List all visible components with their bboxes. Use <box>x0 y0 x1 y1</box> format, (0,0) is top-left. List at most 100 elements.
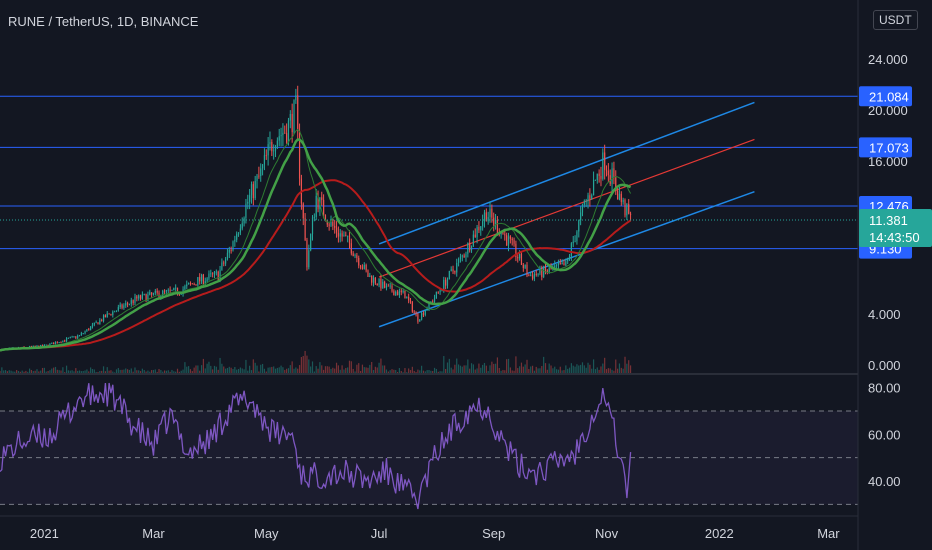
candle-body <box>372 277 375 283</box>
time-axis[interactable]: 2021 Mar May Jul Sep Nov 2022 Mar <box>30 526 840 541</box>
volume-bar <box>339 369 341 373</box>
volume-bar <box>459 365 462 373</box>
candle-body <box>75 336 77 338</box>
currency-button[interactable]: USDT <box>873 10 918 30</box>
volume-bar <box>88 371 90 373</box>
price-axis[interactable]: 24.000 20.000 16.000 4.000 0.000 <box>868 52 908 373</box>
candle-body <box>317 195 319 209</box>
candle-body <box>533 274 536 279</box>
candle-body <box>450 269 452 271</box>
volume-bar <box>555 369 558 373</box>
candle-body <box>110 313 112 316</box>
volume-bar <box>568 367 571 373</box>
candle-body <box>65 338 68 342</box>
candle-body <box>77 335 79 338</box>
volume-bar <box>424 371 426 373</box>
volume-bar <box>302 355 304 373</box>
volume-bar <box>620 367 622 373</box>
volume-bar <box>93 369 95 373</box>
volume-bar <box>594 369 597 373</box>
volume-bar <box>258 371 260 373</box>
volume-bar <box>428 369 430 373</box>
candle-body <box>504 234 506 236</box>
candle-body <box>163 290 166 292</box>
volume-bar <box>200 365 203 373</box>
level-label-box-0 <box>859 86 912 107</box>
volume-bar <box>71 370 73 373</box>
volume-bar <box>454 364 456 373</box>
volume-bar <box>27 371 29 373</box>
volume-bar <box>537 368 539 373</box>
candle-body <box>69 337 71 339</box>
candle-body <box>195 284 197 286</box>
volume-bar <box>249 365 251 373</box>
candle-body <box>517 257 519 259</box>
candle-body <box>223 262 225 264</box>
candle-body <box>428 301 430 309</box>
volume-bar <box>467 359 469 373</box>
volume-bar <box>53 367 55 373</box>
volume-bar <box>1 367 3 373</box>
volume-bar <box>289 365 291 373</box>
price-tick-label-1: 20.000 <box>868 103 908 118</box>
volume-bar <box>528 369 530 373</box>
candle-body <box>32 345 34 347</box>
volume-bar <box>38 371 40 373</box>
volume-bar <box>544 363 547 373</box>
candle-body <box>393 291 395 296</box>
volume-bar <box>204 368 206 373</box>
candle-body <box>587 195 589 202</box>
volume-bar <box>254 362 256 373</box>
volume-bar <box>404 368 406 373</box>
volume-bar <box>480 367 482 373</box>
volume-bar <box>217 369 219 373</box>
volume-bar <box>530 366 532 373</box>
volume-bar <box>433 367 436 373</box>
volume-bar <box>570 363 572 373</box>
volume-bar <box>16 369 18 373</box>
candle-body <box>530 275 532 277</box>
volume-bar <box>321 365 323 373</box>
candle-body <box>561 262 563 265</box>
volume-bar <box>114 372 116 373</box>
volume-bar <box>422 370 425 373</box>
volume-bar <box>387 371 389 373</box>
volume-bar <box>40 370 42 373</box>
candle-body <box>555 265 558 266</box>
candle-body <box>228 250 230 253</box>
candle-body <box>224 258 227 264</box>
candle-body <box>413 311 415 313</box>
candle-body <box>531 275 534 279</box>
candle-body <box>439 290 441 292</box>
volume-bar <box>212 369 214 373</box>
volume-bar <box>347 367 349 373</box>
volume-bar <box>10 370 12 373</box>
volume-bar <box>193 367 195 373</box>
volume-bar <box>119 369 121 373</box>
volume-bar <box>171 369 173 373</box>
volume-bar <box>361 364 364 373</box>
candle-body <box>306 240 308 268</box>
candle-body <box>289 113 291 121</box>
candle-body <box>267 144 269 156</box>
candle-body <box>84 331 86 334</box>
candle-body <box>41 345 44 347</box>
candle-body <box>332 221 334 226</box>
candle-body <box>343 235 345 237</box>
candle-body <box>568 255 571 258</box>
candle-body <box>328 224 330 226</box>
volume-bar <box>8 370 10 373</box>
candle-body <box>226 252 229 259</box>
candle-body <box>426 308 428 311</box>
volume-bar <box>97 372 99 373</box>
rsi-axis[interactable]: 80.00 60.00 40.00 <box>868 381 901 489</box>
volume-bar <box>215 366 217 373</box>
volume-bar <box>208 361 210 373</box>
candle-body <box>88 329 90 331</box>
candle-body <box>43 345 45 347</box>
time-tick-label-0: 2021 <box>30 526 59 541</box>
volume-bar <box>535 366 537 373</box>
volume-bar <box>147 370 149 373</box>
candle-body <box>125 303 127 306</box>
